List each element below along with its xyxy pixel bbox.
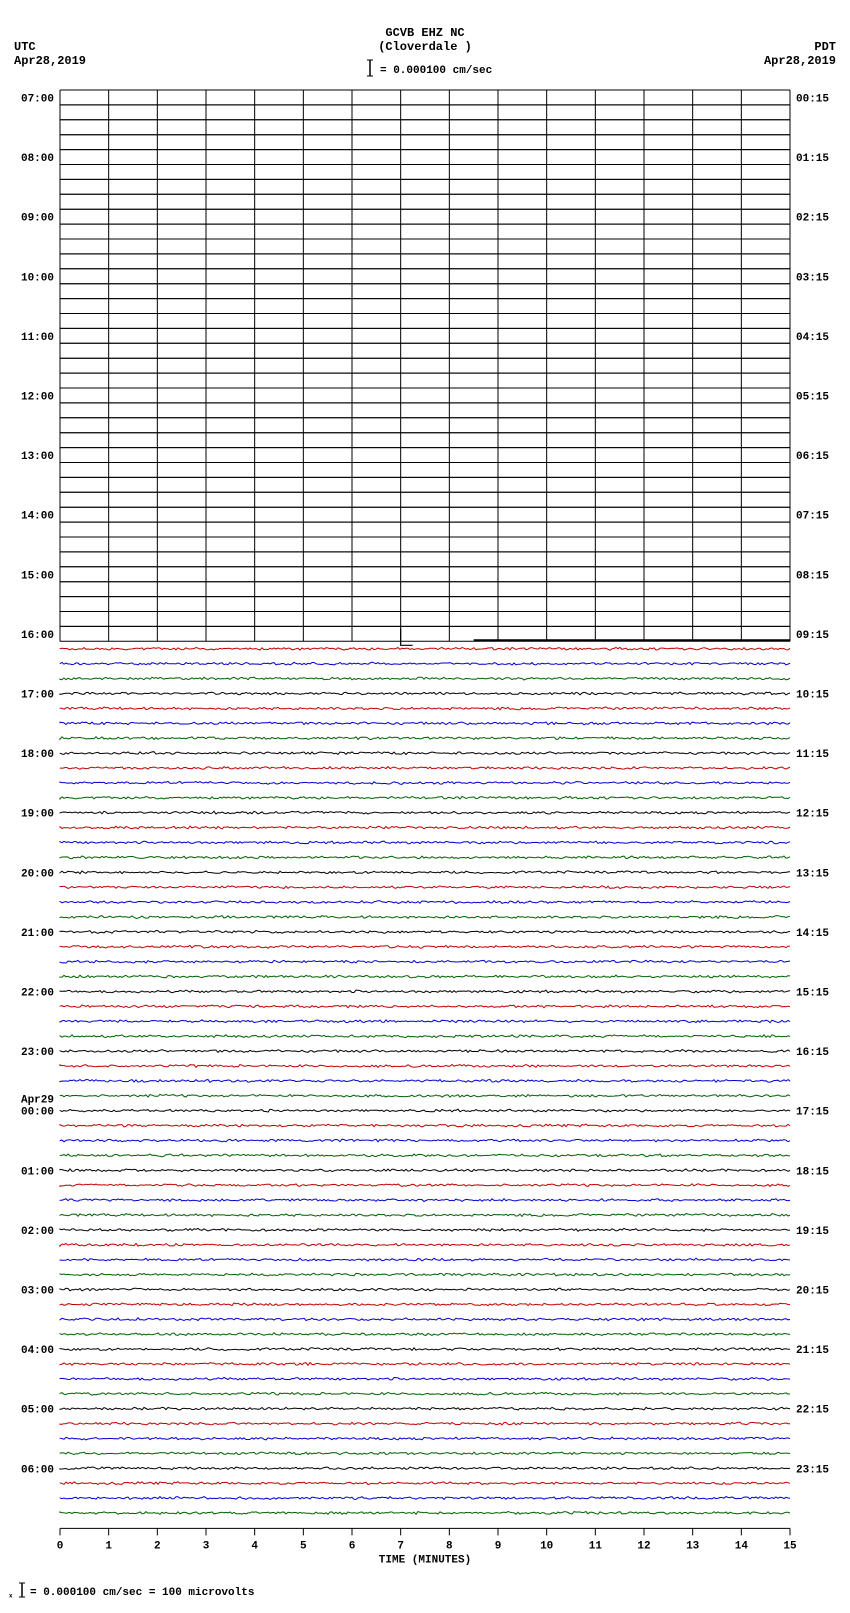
right-hour-label: 01:15 xyxy=(796,153,829,165)
right-hour-label: 19:15 xyxy=(796,1226,829,1238)
svg-text:Apr29: Apr29 xyxy=(21,1095,54,1107)
left-hour-label: 10:00 xyxy=(21,272,54,284)
xaxis-tick-label: 11 xyxy=(589,1540,603,1552)
title-line-1: GCVB EHZ NC xyxy=(385,26,464,40)
xaxis-tick-label: 15 xyxy=(783,1540,797,1552)
left-tz: UTC xyxy=(14,40,36,54)
left-hour-label: 21:00 xyxy=(21,928,54,940)
left-hour-label: 23:00 xyxy=(21,1047,54,1059)
xaxis-tick-label: 13 xyxy=(686,1540,700,1552)
left-hour-label: 08:00 xyxy=(21,153,54,165)
footer-scale: = 0.000100 cm/sec = 100 microvolts xyxy=(30,1587,254,1599)
left-hour-label: 22:00 xyxy=(21,987,54,999)
left-hour-label: 14:00 xyxy=(21,511,54,523)
left-hour-label: 18:00 xyxy=(21,749,54,761)
xaxis-tick-label: 4 xyxy=(251,1540,258,1552)
xaxis-tick-label: 8 xyxy=(446,1540,453,1552)
right-hour-label: 12:15 xyxy=(796,809,829,821)
seismogram-plot: GCVB EHZ NC(Cloverdale ) = 0.000100 cm/se… xyxy=(0,0,850,1613)
scale-text: = 0.000100 cm/sec xyxy=(380,65,492,77)
right-hour-label: 22:15 xyxy=(796,1405,829,1417)
left-hour-label: 11:00 xyxy=(21,332,54,344)
right-hour-label: 23:15 xyxy=(796,1464,829,1476)
left-date: Apr28,2019 xyxy=(14,54,86,68)
right-hour-label: 18:15 xyxy=(796,1166,829,1178)
right-hour-label: 05:15 xyxy=(796,391,829,403)
xaxis-tick-label: 10 xyxy=(540,1540,553,1552)
left-hour-label: 13:00 xyxy=(21,451,54,463)
left-hour-label: 01:00 xyxy=(21,1166,54,1178)
left-hour-label: 00:00 xyxy=(21,1107,54,1119)
right-hour-label: 03:15 xyxy=(796,272,829,284)
svg-text:ₓ: ₓ xyxy=(8,1590,13,1600)
left-hour-label: 15:00 xyxy=(21,570,54,582)
right-date: Apr28,2019 xyxy=(764,54,836,68)
left-hour-label: 09:00 xyxy=(21,213,54,225)
right-hour-label: 20:15 xyxy=(796,1285,829,1297)
left-hour-label: 19:00 xyxy=(21,809,54,821)
left-hour-label: 07:00 xyxy=(21,93,54,105)
right-hour-label: 09:15 xyxy=(796,630,829,642)
xaxis-tick-label: 12 xyxy=(637,1540,650,1552)
right-hour-label: 02:15 xyxy=(796,213,829,225)
xaxis-tick-label: 3 xyxy=(203,1540,210,1552)
left-hour-label: 12:00 xyxy=(21,391,54,403)
left-hour-label: 06:00 xyxy=(21,1464,54,1476)
xaxis-tick-label: 14 xyxy=(735,1540,749,1552)
right-tz: PDT xyxy=(814,40,836,54)
xaxis-tick-label: 5 xyxy=(300,1540,307,1552)
right-hour-label: 00:15 xyxy=(796,93,829,105)
xaxis-label: TIME (MINUTES) xyxy=(379,1554,471,1566)
right-hour-label: 17:15 xyxy=(796,1107,829,1119)
right-hour-label: 06:15 xyxy=(796,451,829,463)
title-line-2: (Cloverdale ) xyxy=(378,40,472,54)
left-hour-label: 02:00 xyxy=(21,1226,54,1238)
left-hour-label: 16:00 xyxy=(21,630,54,642)
right-hour-label: 15:15 xyxy=(796,987,829,999)
right-hour-label: 14:15 xyxy=(796,928,829,940)
right-hour-label: 13:15 xyxy=(796,868,829,880)
right-hour-label: 21:15 xyxy=(796,1345,829,1357)
left-hour-label: 03:00 xyxy=(21,1285,54,1297)
xaxis-tick-label: 7 xyxy=(397,1540,404,1552)
left-hour-label: 20:00 xyxy=(21,868,54,880)
right-hour-label: 16:15 xyxy=(796,1047,829,1059)
left-hour-label: 04:00 xyxy=(21,1345,54,1357)
right-hour-label: 10:15 xyxy=(796,689,829,701)
xaxis-tick-label: 2 xyxy=(154,1540,161,1552)
right-hour-label: 08:15 xyxy=(796,570,829,582)
right-hour-label: 07:15 xyxy=(796,511,829,523)
right-hour-label: 04:15 xyxy=(796,332,829,344)
left-hour-label: 05:00 xyxy=(21,1405,54,1417)
xaxis-tick-label: 0 xyxy=(57,1540,64,1552)
xaxis-tick-label: 9 xyxy=(495,1540,502,1552)
xaxis-tick-label: 6 xyxy=(349,1540,356,1552)
left-hour-label: 17:00 xyxy=(21,689,54,701)
right-hour-label: 11:15 xyxy=(796,749,829,761)
xaxis-tick-label: 1 xyxy=(105,1540,112,1552)
